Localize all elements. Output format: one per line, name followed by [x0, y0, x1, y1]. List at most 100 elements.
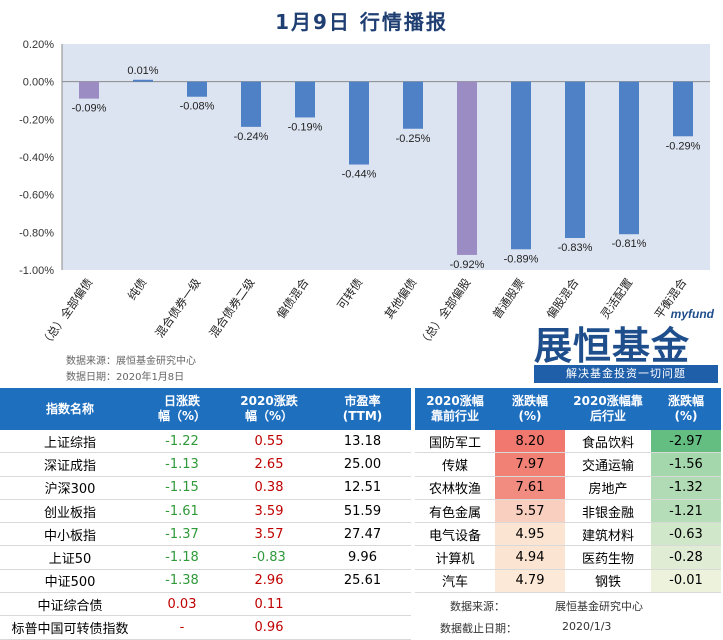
ytd-change-cell: 0.38	[224, 476, 314, 500]
bottom-change-cell: -0.28	[651, 545, 721, 570]
index-name-cell: 中证500	[0, 569, 140, 594]
bottom-industry-cell: 医药生物	[565, 545, 651, 570]
logo-slogan: 解决基金投资一切问题	[534, 365, 718, 383]
header-top-change: 涨跌幅 (%)	[495, 388, 565, 430]
index-name-cell: 深证成指	[0, 452, 140, 477]
ytd-change-cell: 3.57	[224, 522, 314, 547]
data-label: -0.81%	[612, 238, 647, 250]
top-industry-cell: 传媒	[415, 452, 495, 477]
data-label: -0.08%	[180, 101, 215, 113]
bottom-change-cell: -2.97	[651, 430, 721, 454]
y-tick-label: -0.80%	[19, 227, 54, 239]
bottom-industry-cell: 钢铁	[565, 569, 651, 594]
x-tick-label: 纯债	[125, 276, 150, 303]
brand-logo: myfund 展恒基金 解决基金投资一切问题	[530, 305, 720, 385]
day-change-cell: -1.38	[140, 569, 224, 594]
bar	[295, 81, 315, 118]
table-source-label: 数据来源：	[450, 600, 505, 613]
table-source-value: 展恒基金研究中心	[555, 600, 643, 613]
bottom-change-cell: -1.21	[651, 499, 721, 524]
ytd-change-cell: -0.83	[224, 545, 314, 570]
pe-cell: 13.18	[314, 430, 411, 454]
bar	[403, 81, 423, 129]
ytd-change-cell: 2.65	[224, 452, 314, 477]
day-change-cell: -1.61	[140, 499, 224, 524]
table-row: 中证500 -1.38 2.96 25.61	[0, 569, 411, 594]
data-label: -0.24%	[234, 131, 269, 143]
x-tick-label: 混合债券二级	[206, 275, 257, 340]
bar	[349, 81, 369, 165]
x-tick-label: 可转债	[334, 276, 365, 312]
chart-date: 数据日期：2020年1月8日	[66, 372, 185, 383]
header-ytd-change: 2020涨跌 幅（%）	[224, 388, 314, 430]
table-date-value: 2020/1/3	[562, 620, 612, 633]
top-industry-cell: 有色金属	[415, 499, 495, 524]
top-change-cell: 4.95	[495, 522, 565, 547]
index-name-cell: 上证综指	[0, 430, 140, 454]
table-row: 农林牧渔 7.61 房地产 -1.32	[415, 476, 721, 500]
index-name-cell: 创业板指	[0, 499, 140, 524]
bottom-industry-cell: 房地产	[565, 476, 651, 500]
table-row: 有色金属 5.57 非银金融 -1.21	[415, 499, 721, 524]
pe-cell: 25.61	[314, 569, 411, 594]
top-change-cell: 8.20	[495, 430, 565, 454]
x-tick-label: 其他偏债	[382, 276, 420, 322]
bar	[511, 81, 531, 250]
table-row: 沪深300 -1.15 0.38 12.51	[0, 476, 411, 500]
x-tick-label: 偏债混合	[274, 275, 312, 321]
ytd-change-cell: 0.11	[224, 592, 314, 617]
index-name-cell: 上证50	[0, 545, 140, 570]
table-row: 中小板指 -1.37 3.57 27.47	[0, 522, 411, 547]
table-row: 电气设备 4.95 建筑材料 -0.63	[415, 522, 721, 547]
ytd-change-cell: 0.55	[224, 430, 314, 454]
pe-cell: 25.00	[314, 452, 411, 477]
pe-cell	[314, 592, 411, 617]
day-change-cell: 0.03	[140, 592, 224, 617]
bar	[619, 81, 639, 235]
bar-chart: 0.20% 0.00% -0.20% -0.40% -0.60% -0.80% -1.00%…	[19, 39, 710, 350]
bottom-change-cell: -1.32	[651, 476, 721, 500]
top-change-cell: 7.97	[495, 452, 565, 477]
pe-cell: 12.51	[314, 476, 411, 500]
ytd-change-cell: 3.59	[224, 499, 314, 524]
logo-brand: 展恒基金	[534, 324, 691, 368]
table-row: 计算机 4.94 医药生物 -0.28	[415, 545, 721, 570]
header-bottom-industry: 2020涨幅靠 后行业	[565, 388, 651, 430]
index-name-cell: 标普中国可转债指数	[0, 615, 140, 640]
top-change-cell: 7.61	[495, 476, 565, 500]
header-index-name: 指数名称	[0, 388, 140, 430]
bar	[673, 81, 693, 137]
table-row: 标普中国可转债指数 -0.96	[0, 615, 411, 640]
bar	[187, 81, 207, 97]
top-change-cell: 4.94	[495, 545, 565, 570]
industry-table: 2020涨幅 靠前行业 涨跌幅 (%) 2020涨幅靠 后行业 涨跌幅 (%) …	[415, 388, 721, 594]
pe-cell: 9.96	[314, 545, 411, 570]
header-top-industry: 2020涨幅 靠前行业	[415, 388, 495, 430]
table-row: 传媒 7.97 交通运输 -1.56	[415, 452, 721, 477]
header-day-change: 日涨跌 幅（%）	[140, 388, 224, 430]
top-industry-cell: 国防军工	[415, 430, 495, 454]
bottom-industry-cell: 食品饮料	[565, 430, 651, 454]
bar	[457, 81, 477, 255]
x-tick-label: 混合债券一级	[152, 275, 203, 340]
table-row: 国防军工 8.20 食品饮料 -2.97	[415, 430, 721, 454]
y-tick-label: -0.40%	[19, 152, 54, 164]
y-tick-label: 0.00%	[23, 77, 54, 89]
ytd-change-cell: 2.96	[224, 569, 314, 594]
table-row: 深证成指 -1.13 2.65 25.00	[0, 452, 411, 477]
bar	[133, 79, 153, 82]
y-tick-label: -0.60%	[19, 190, 54, 202]
table-row: 中证综合债 0.03 0.11	[0, 592, 411, 617]
bar	[79, 81, 99, 99]
index-name-cell: 沪深300	[0, 476, 140, 500]
day-change-cell: -1.37	[140, 522, 224, 547]
index-name-cell: 中小板指	[0, 522, 140, 547]
table-row: 上证综指 -1.22 0.55 13.18	[0, 430, 411, 454]
plot-background	[62, 44, 710, 270]
table-row: 汽车 4.79 钢铁 -0.01	[415, 569, 721, 594]
top-industry-cell: 计算机	[415, 545, 495, 570]
page-title: 1月9日 行情播报	[275, 10, 448, 34]
data-label: -0.89%	[504, 253, 539, 265]
pe-cell: 27.47	[314, 522, 411, 547]
top-industry-cell: 电气设备	[415, 522, 495, 547]
